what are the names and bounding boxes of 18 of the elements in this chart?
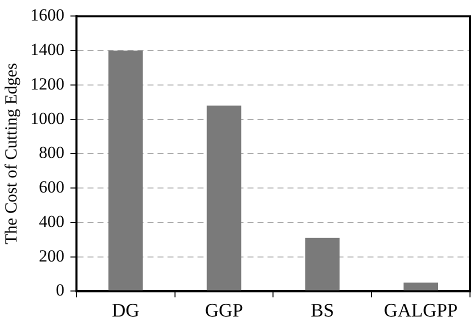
bar [404, 282, 438, 291]
y-tick-label: 200 [38, 246, 64, 266]
y-tick-label: 1200 [30, 74, 64, 94]
y-tick-label: 400 [38, 212, 64, 231]
y-tick-label: 800 [38, 143, 64, 162]
bar [108, 50, 143, 291]
y-tick-label: 1600 [30, 6, 64, 25]
bar [305, 238, 340, 291]
y-axis-title: The Cost of Cutting Edges [2, 63, 21, 244]
x-tick-label: GGP [204, 300, 244, 322]
y-tick-label: 0 [56, 280, 64, 300]
y-tick-label: 1400 [30, 40, 64, 60]
x-tick-label: DG [112, 300, 140, 322]
y-tick-label: 600 [38, 178, 64, 197]
x-tick-label: GALGPP [384, 300, 458, 322]
x-tick-label: BS [310, 300, 334, 322]
y-tick-label: 1000 [30, 108, 64, 128]
bar [206, 106, 242, 291]
